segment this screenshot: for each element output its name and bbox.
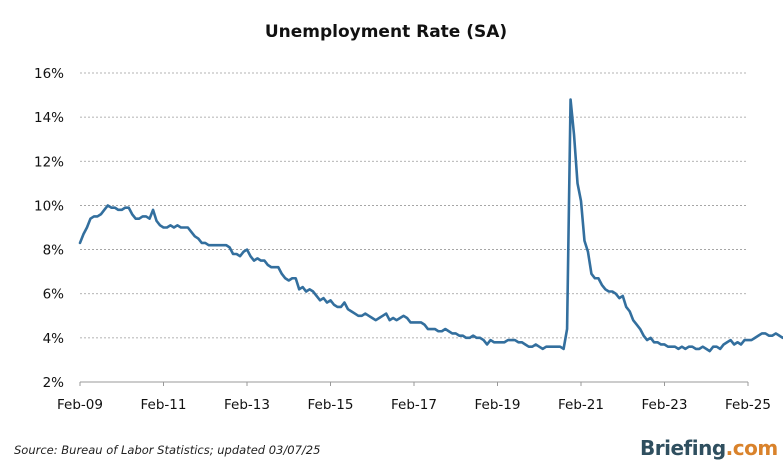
x-tick-label: Feb-13 (224, 397, 270, 413)
y-tick-label: 2% (43, 375, 65, 391)
x-tick-label: Feb-23 (642, 397, 688, 413)
x-tick-label: Feb-19 (475, 397, 521, 413)
y-tick-label: 14% (34, 110, 64, 126)
chart-title: Unemployment Rate (SA) (265, 22, 507, 42)
x-tick-label: Feb-17 (391, 397, 437, 413)
y-axis-ticks: 2% 4% 6% 8% 10% 12% 14% 16% (34, 66, 64, 391)
x-tick-label: Feb-21 (558, 397, 604, 413)
y-tick-label: 6% (43, 287, 65, 303)
source-note: Source: Bureau of Labor Statistics; upda… (14, 443, 321, 457)
x-axis-ticks: Feb-09 Feb-11 Feb-13 Feb-15 Feb-17 Feb-19 Feb-… (57, 382, 771, 413)
x-tick-label: Feb-15 (308, 397, 354, 413)
y-tick-label: 8% (43, 243, 65, 259)
brand-suffix: .com (725, 436, 779, 460)
x-tick-label: Feb-09 (57, 397, 103, 413)
unemployment-rate-line (78, 98, 783, 353)
y-tick-label: 10% (34, 198, 64, 214)
briefing-logo: Briefing.com (640, 436, 778, 460)
brand-name: Briefing (640, 436, 726, 460)
x-tick-label: Feb-25 (725, 397, 771, 413)
y-tick-label: 16% (34, 66, 64, 82)
gridlines (80, 72, 748, 339)
y-tick-label: 12% (34, 154, 64, 170)
y-tick-label: 4% (43, 331, 65, 347)
x-tick-label: Feb-11 (141, 397, 187, 413)
